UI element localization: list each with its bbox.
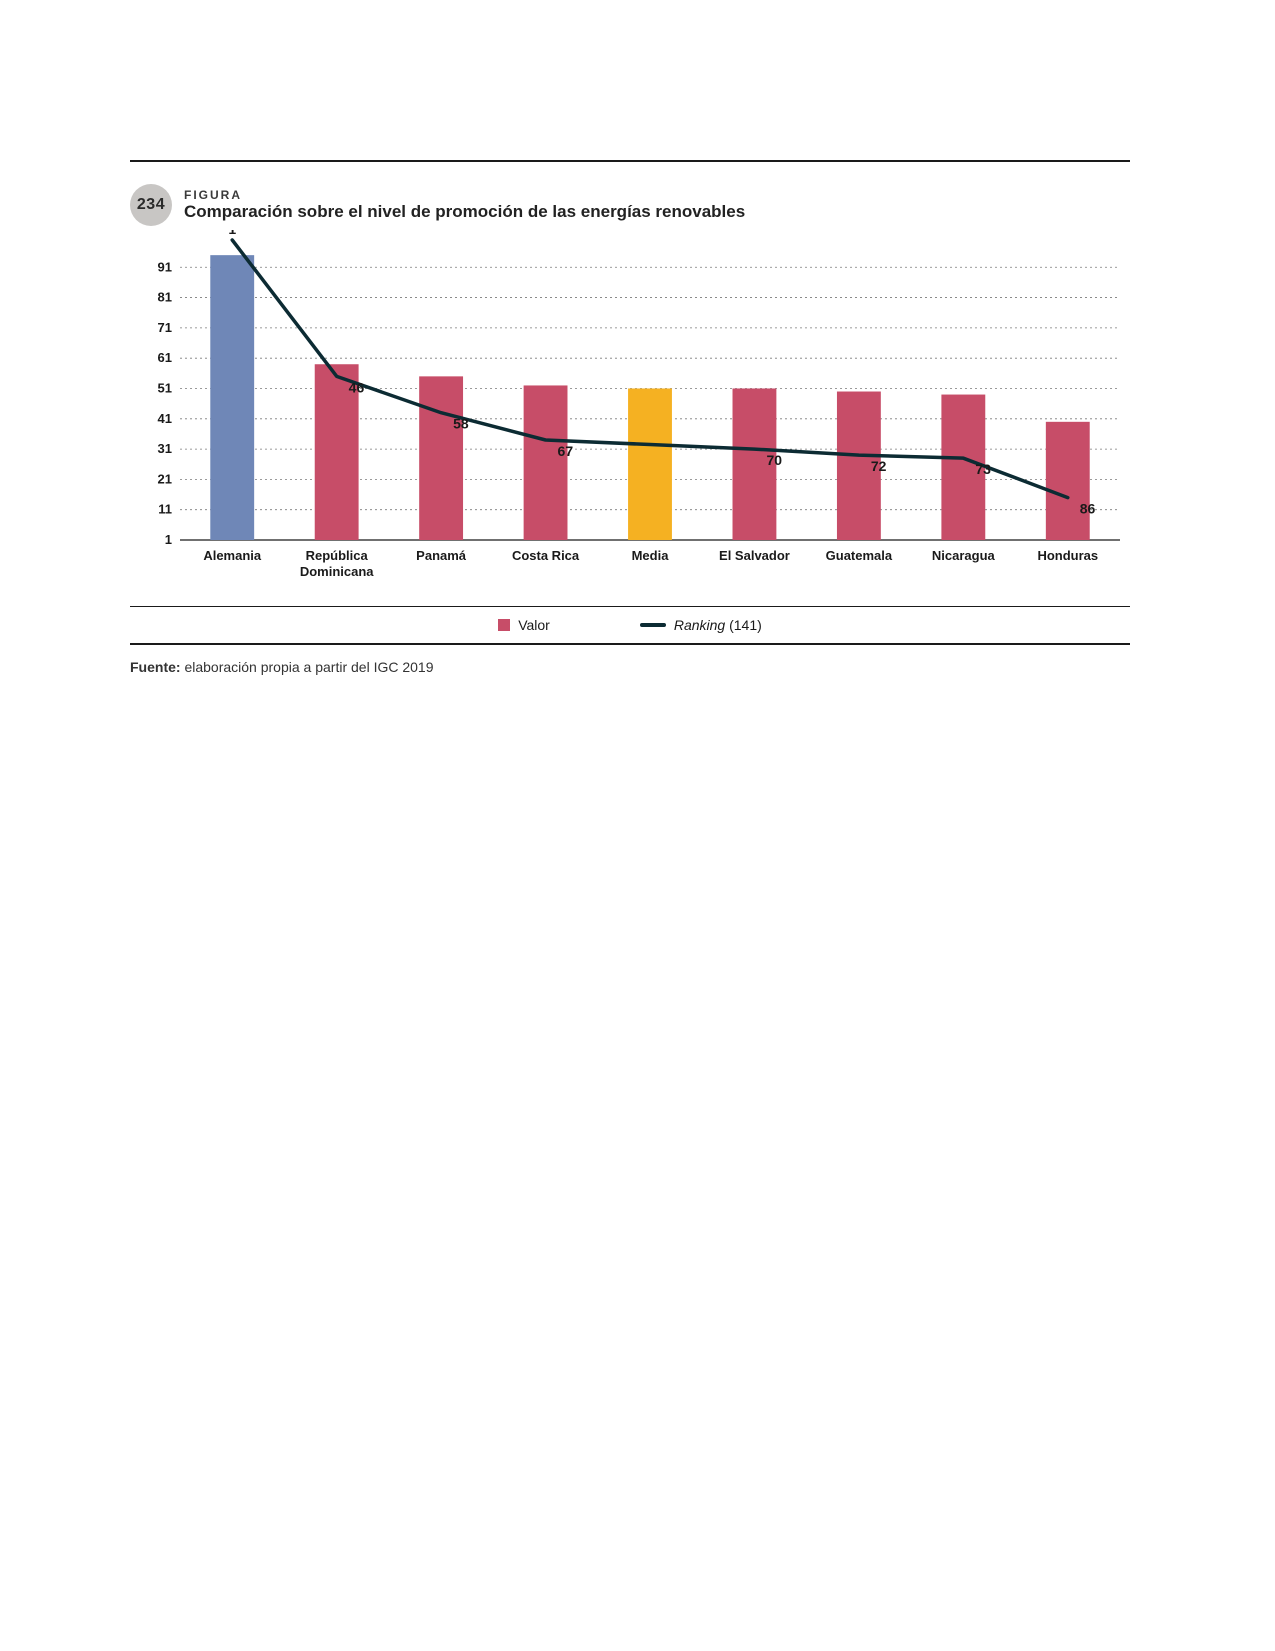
figure-header: 234 FIGURA Comparación sobre el nivel de…	[130, 184, 1130, 226]
svg-text:21: 21	[158, 471, 172, 486]
svg-text:91: 91	[158, 259, 172, 274]
figure-number-badge: 234	[130, 184, 172, 226]
legend-swatch-valor	[498, 619, 510, 631]
source-line: Fuente: elaboración propia a partir del …	[130, 659, 1130, 675]
legend-line-ranking	[640, 623, 666, 627]
legend-item-ranking: Ranking (141)	[640, 617, 762, 633]
svg-text:Media: Media	[632, 548, 670, 563]
svg-text:71: 71	[158, 320, 172, 335]
svg-text:El Salvador: El Salvador	[719, 548, 790, 563]
svg-text:46: 46	[349, 379, 365, 395]
svg-text:11: 11	[158, 502, 172, 517]
svg-text:72: 72	[871, 458, 887, 474]
svg-text:61: 61	[158, 350, 172, 365]
chart-svg: 1112131415161718191AlemaniaRepúblicaDomi…	[130, 230, 1130, 600]
svg-text:Panamá: Panamá	[416, 548, 467, 563]
svg-text:73: 73	[975, 461, 991, 477]
svg-text:70: 70	[766, 452, 782, 468]
svg-text:51: 51	[158, 380, 172, 395]
svg-text:58: 58	[453, 416, 469, 432]
svg-text:Honduras: Honduras	[1037, 548, 1098, 563]
svg-text:Guatemala: Guatemala	[826, 548, 893, 563]
svg-text:31: 31	[158, 441, 172, 456]
svg-text:Nicaragua: Nicaragua	[932, 548, 996, 563]
top-rule	[130, 160, 1130, 162]
svg-text:Costa Rica: Costa Rica	[512, 548, 580, 563]
legend: Valor Ranking (141)	[130, 606, 1130, 645]
svg-text:Dominicana: Dominicana	[300, 564, 374, 579]
svg-text:1: 1	[165, 532, 172, 547]
figure-title: Comparación sobre el nivel de promoción …	[184, 202, 745, 222]
svg-text:41: 41	[158, 411, 172, 426]
legend-label-ranking: Ranking (141)	[674, 617, 762, 633]
figure-label: FIGURA	[184, 188, 745, 202]
svg-text:86: 86	[1080, 501, 1096, 517]
svg-text:81: 81	[158, 290, 172, 305]
svg-text:República: República	[306, 548, 369, 563]
combo-chart: 1112131415161718191AlemaniaRepúblicaDomi…	[130, 230, 1130, 600]
legend-label-valor: Valor	[518, 617, 550, 633]
svg-text:1: 1	[228, 230, 236, 237]
svg-text:Alemania: Alemania	[203, 548, 262, 563]
legend-item-valor: Valor	[498, 617, 550, 633]
svg-text:67: 67	[558, 443, 574, 459]
